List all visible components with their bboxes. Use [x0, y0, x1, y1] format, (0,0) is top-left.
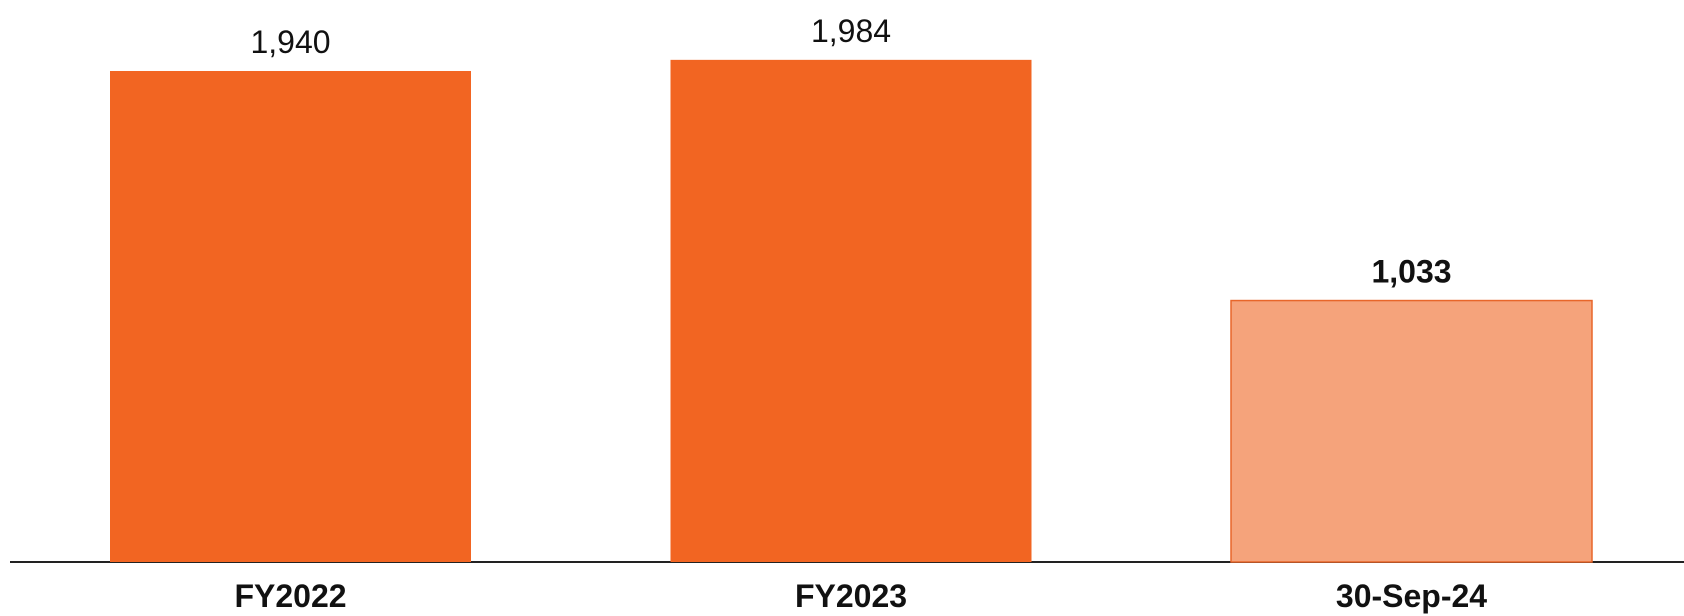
chart: 1,940 FY2022 1,984 FY2023 1,033 30-Sep-24: [0, 0, 1684, 616]
x-tick-label: FY2022: [234, 578, 346, 614]
bar: [110, 71, 471, 562]
value-label: 1,984: [811, 13, 891, 49]
x-tick-label: FY2023: [795, 578, 907, 614]
bar: [671, 60, 1032, 562]
x-tick-label: 30-Sep-24: [1336, 578, 1487, 614]
bar: [1231, 301, 1592, 562]
value-label: 1,940: [250, 24, 330, 60]
value-label: 1,033: [1371, 254, 1451, 290]
